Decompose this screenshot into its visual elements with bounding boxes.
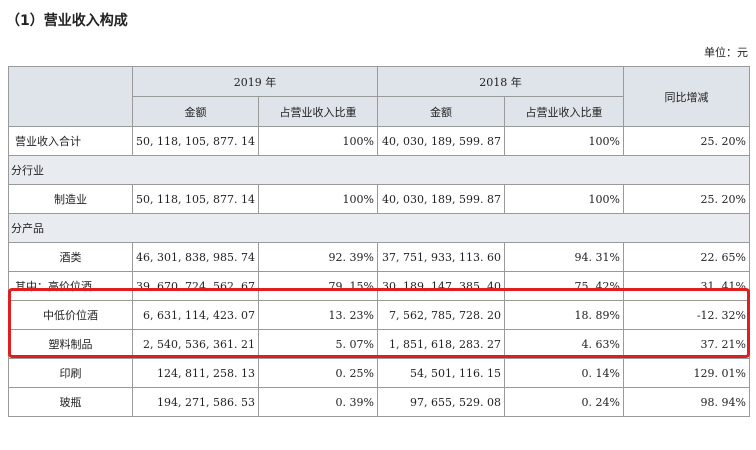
share-2019: 79. 15%	[258, 271, 378, 301]
yoy-change: 31. 41%	[623, 271, 750, 301]
amount-2019: 124, 811, 258. 13	[132, 358, 259, 388]
category-label: 分行业	[8, 155, 750, 185]
share-2018: 18. 89%	[504, 300, 624, 330]
yoy-change: 129. 01%	[623, 358, 750, 388]
share-2018: 0. 24%	[504, 387, 624, 417]
row-label: 玻瓶	[8, 387, 133, 417]
table-row: 塑料制品 2, 540, 536, 361. 21 5. 07% 1, 851, 61…	[8, 329, 750, 359]
amount-2018: 30, 189, 147, 385. 40	[377, 271, 505, 301]
share-2019: 0. 39%	[258, 387, 378, 417]
row-label: 其中：高价位酒	[8, 271, 133, 301]
share-2019: 13. 23%	[258, 300, 378, 330]
amount-2018: 40, 030, 189, 599. 87	[377, 184, 505, 214]
yoy-change: 25. 20%	[623, 126, 750, 156]
header-amount-2019: 金额	[132, 96, 259, 127]
amount-2019: 39, 670, 724, 562. 67	[132, 271, 259, 301]
section-title: （1）营业收入构成	[6, 13, 128, 29]
table-row: 制造业 50, 118, 105, 877. 14 100% 40, 030, 189…	[8, 184, 750, 214]
share-2019: 0. 25%	[258, 358, 378, 388]
table-body: 营业收入合计 50, 118, 105, 877. 14 100% 40, 030, …	[8, 126, 750, 417]
header-year-2018: 2018 年	[377, 66, 624, 97]
yoy-change: 25. 20%	[623, 184, 750, 214]
row-label: 制造业	[8, 184, 133, 214]
row-label: 塑料制品	[8, 329, 133, 359]
share-2018: 100%	[504, 126, 624, 156]
yoy-change: 37. 21%	[623, 329, 750, 359]
row-label: 营业收入合计	[8, 126, 133, 156]
share-2019: 100%	[258, 184, 378, 214]
header-share-2018: 占营业收入比重	[504, 96, 624, 127]
amount-2019: 2, 540, 536, 361. 21	[132, 329, 259, 359]
yoy-change: 22. 65%	[623, 242, 750, 272]
header-yoy: 同比增减	[623, 66, 750, 127]
row-label: 酒类	[8, 242, 133, 272]
amount-2018: 40, 030, 189, 599. 87	[377, 126, 505, 156]
table-row: 中低价位酒 6, 631, 114, 423. 07 13. 23% 7, 562, …	[8, 300, 750, 330]
amount-2018: 7, 562, 785, 728. 20	[377, 300, 505, 330]
amount-2018: 97, 655, 529. 08	[377, 387, 505, 417]
table-row: 印刷 124, 811, 258. 13 0. 25% 54, 501, 116. 1…	[8, 358, 750, 388]
amount-2019: 46, 301, 838, 985. 74	[132, 242, 259, 272]
table-row: 玻瓶 194, 271, 586. 53 0. 39% 97, 655, 529. 0…	[8, 387, 750, 417]
row-label: 印刷	[8, 358, 133, 388]
amount-2019: 50, 118, 105, 877. 14	[132, 184, 259, 214]
revenue-table: 2019 年 2018 年 同比增减 金额 占营业收入比重 金额 占营业收入比重…	[8, 66, 750, 417]
amount-2019: 6, 631, 114, 423. 07	[132, 300, 259, 330]
unit-label: 单位：元	[704, 46, 748, 59]
header-amount-2018: 金额	[377, 96, 505, 127]
header-year-2019: 2019 年	[132, 66, 378, 97]
amount-2018: 54, 501, 116. 15	[377, 358, 505, 388]
share-2018: 0. 14%	[504, 358, 624, 388]
category-row: 分产品	[8, 213, 750, 243]
header-share-2019: 占营业收入比重	[258, 96, 378, 127]
amount-2019: 50, 118, 105, 877. 14	[132, 126, 259, 156]
table-row: 酒类 46, 301, 838, 985. 74 92. 39% 37, 751, 9…	[8, 242, 750, 272]
share-2018: 75. 42%	[504, 271, 624, 301]
header-blank-cell	[8, 66, 133, 127]
yoy-change: 98. 94%	[623, 387, 750, 417]
row-label: 中低价位酒	[8, 300, 133, 330]
amount-2018: 1, 851, 618, 283. 27	[377, 329, 505, 359]
share-2019: 92. 39%	[258, 242, 378, 272]
category-row: 分行业	[8, 155, 750, 185]
table-row: 其中：高价位酒 39, 670, 724, 562. 67 79. 15% 30, 1…	[8, 271, 750, 301]
share-2018: 94. 31%	[504, 242, 624, 272]
share-2018: 4. 63%	[504, 329, 624, 359]
category-label: 分产品	[8, 213, 750, 243]
table-row: 营业收入合计 50, 118, 105, 877. 14 100% 40, 030, …	[8, 126, 750, 156]
yoy-change: -12. 32%	[623, 300, 750, 330]
share-2019: 5. 07%	[258, 329, 378, 359]
amount-2019: 194, 271, 586. 53	[132, 387, 259, 417]
share-2018: 100%	[504, 184, 624, 214]
amount-2018: 37, 751, 933, 113. 60	[377, 242, 505, 272]
share-2019: 100%	[258, 126, 378, 156]
